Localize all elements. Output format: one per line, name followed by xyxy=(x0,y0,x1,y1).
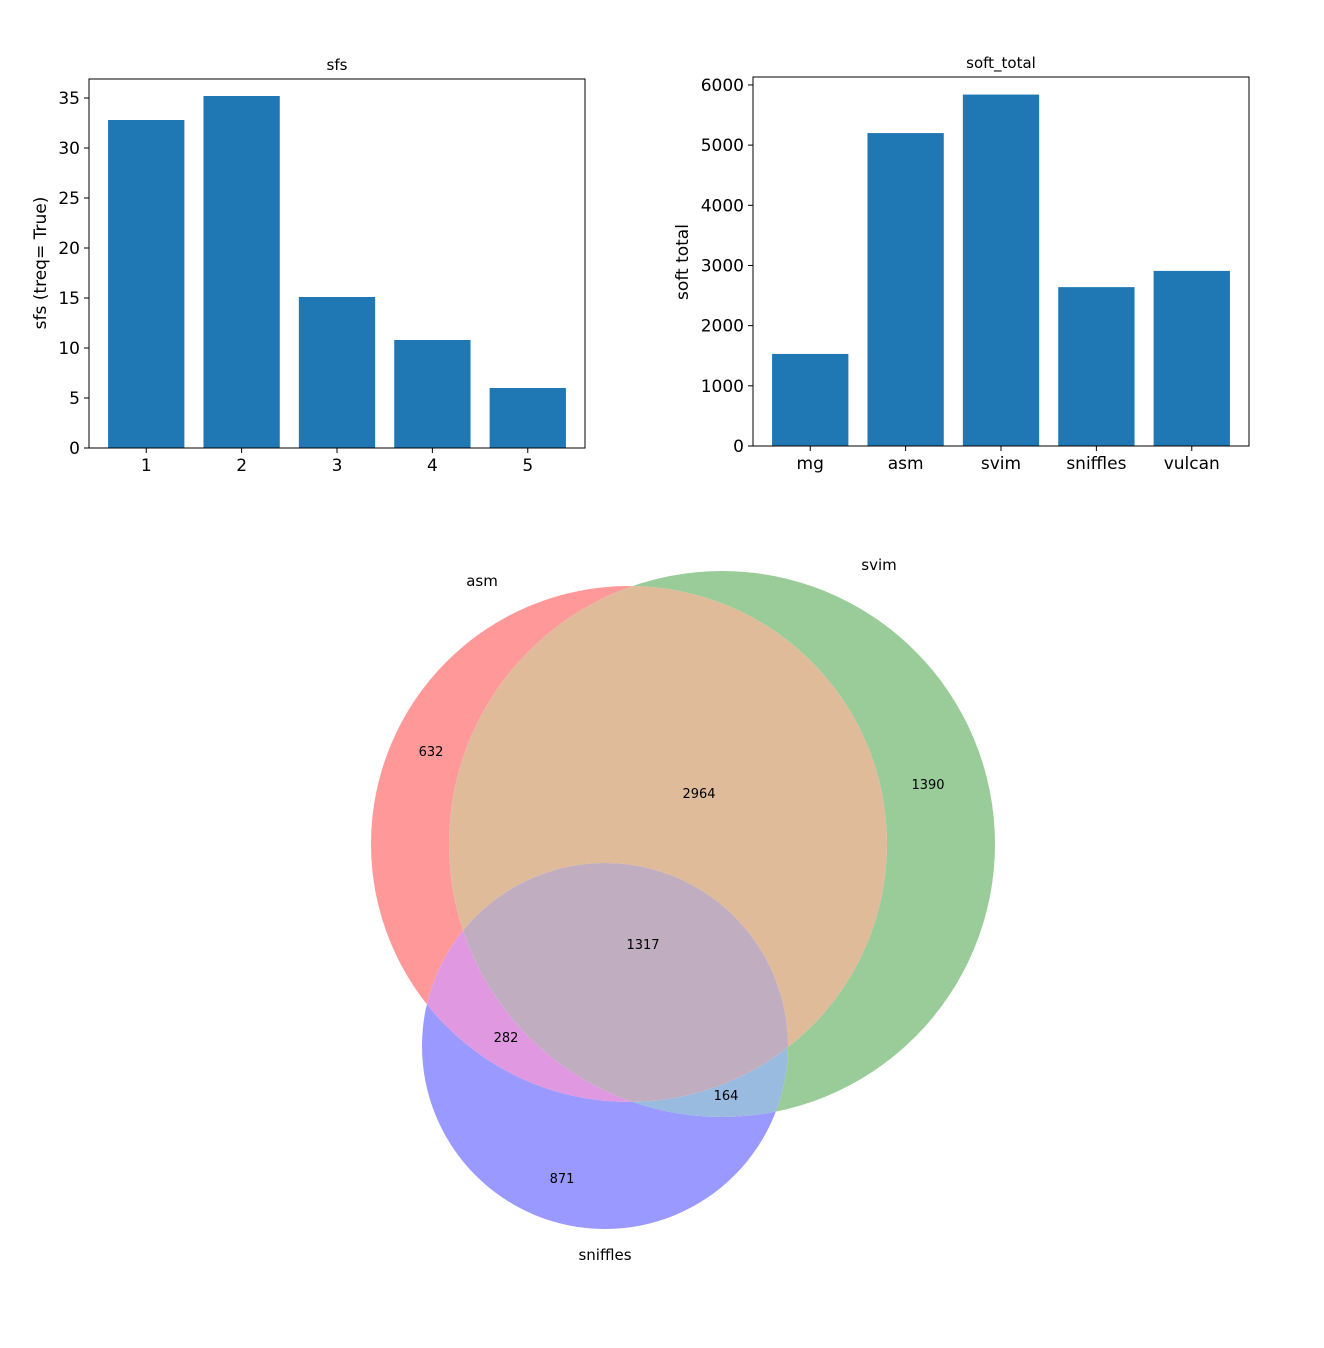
bar-group xyxy=(772,94,1230,447)
venn-count-asm-sniffles: 282 xyxy=(494,1031,519,1046)
venn-count-svim-sniffles: 164 xyxy=(714,1089,739,1104)
bar-1 xyxy=(108,120,185,448)
x-tick-label: 3 xyxy=(332,456,343,476)
chart-title: soft_total xyxy=(966,54,1036,73)
y-tick-label: 6000 xyxy=(701,76,744,96)
x-tick-label: vulcan xyxy=(1164,454,1220,474)
x-tick-label: sniffles xyxy=(1066,454,1126,474)
bar-mg xyxy=(772,353,849,446)
x-axis-ticks: 1 2 3 4 5 xyxy=(141,448,533,476)
venn-set-label-asm: asm xyxy=(466,572,498,590)
x-tick-label: mg xyxy=(797,454,824,474)
bar-4 xyxy=(394,340,471,448)
bar-vulcan xyxy=(1153,270,1230,446)
y-tick-label: 4000 xyxy=(701,196,744,216)
venn-set-label-svim: svim xyxy=(861,556,896,574)
x-tick-label: 4 xyxy=(427,456,438,476)
x-tick-label: 5 xyxy=(522,456,533,476)
y-axis-ticks: 0 1000 2000 3000 4000 5000 6000 xyxy=(701,76,753,457)
bar-2 xyxy=(203,96,280,448)
soft-total-bar-chart: soft_total soft total 0 1000 2000 3000 4000 5… xyxy=(673,54,1250,474)
venn-count-all: 1317 xyxy=(626,938,659,953)
venn-count-asm-svim: 2964 xyxy=(682,787,715,802)
venn-count-asm-only: 632 xyxy=(419,745,444,760)
venn-count-sniffles-only: 871 xyxy=(550,1172,575,1187)
bar-5 xyxy=(489,388,566,448)
y-tick-label: 10 xyxy=(58,339,80,359)
venn-count-svim-only: 1390 xyxy=(911,778,944,793)
y-tick-label: 15 xyxy=(58,289,80,309)
y-axis-label: sfs (treq= True) xyxy=(31,197,51,330)
y-tick-label: 0 xyxy=(69,439,80,459)
y-tick-label: 35 xyxy=(58,89,80,109)
chart-title: sfs xyxy=(327,56,348,74)
bar-sniffles xyxy=(1058,287,1135,446)
y-tick-label: 5000 xyxy=(701,136,744,156)
y-axis-label: soft total xyxy=(673,224,693,300)
y-tick-label: 5 xyxy=(69,389,80,409)
sfs-bar-chart: sfs sfs (treq= True) 0 5 10 15 20 25 30 35 1 2 3 4… xyxy=(31,56,586,476)
y-tick-label: 25 xyxy=(58,189,80,209)
y-tick-label: 3000 xyxy=(701,256,744,276)
x-axis-ticks: mg asm svim sniffles vulcan xyxy=(797,446,1220,474)
y-tick-label: 20 xyxy=(58,239,80,259)
x-tick-label: 2 xyxy=(236,456,247,476)
y-tick-label: 30 xyxy=(58,139,80,159)
plot-frame xyxy=(752,76,1250,447)
y-tick-label: 1000 xyxy=(701,377,744,397)
bar-asm xyxy=(867,133,944,446)
bar-svim xyxy=(962,94,1040,447)
y-tick-label: 0 xyxy=(733,437,744,457)
y-axis-ticks: 0 5 10 15 20 25 30 35 xyxy=(58,89,89,459)
y-tick-label: 2000 xyxy=(701,317,744,337)
x-tick-label: asm xyxy=(888,454,924,474)
venn-region-all xyxy=(449,863,788,1102)
x-tick-label: svim xyxy=(981,454,1021,474)
plot-frame xyxy=(88,78,586,449)
bar-3 xyxy=(298,297,376,448)
x-tick-label: 1 xyxy=(141,456,152,476)
venn-set-label-sniffles: sniffles xyxy=(578,1246,631,1264)
bar-group xyxy=(108,96,566,448)
venn-diagram: asm svim sniffles 632 1390 2964 871 282 … xyxy=(371,556,995,1264)
